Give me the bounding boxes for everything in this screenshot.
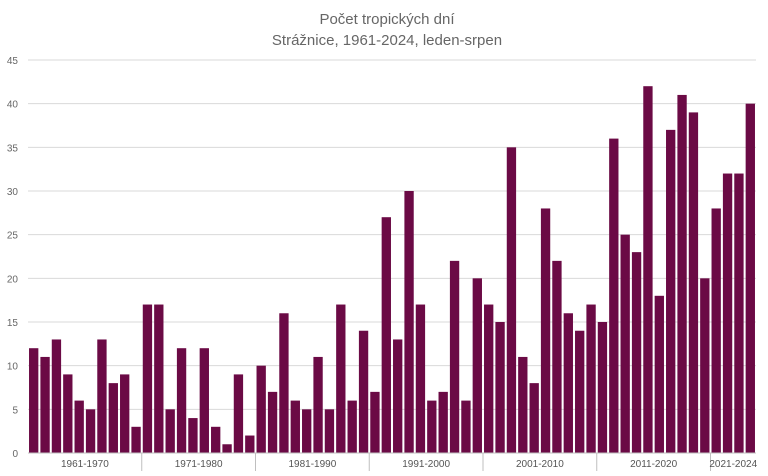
bar-1997 [438,391,448,453]
bar-1990 [358,330,369,453]
bar-1987 [324,409,335,453]
bar-2019 [688,112,699,454]
bar-1988 [336,304,346,453]
bar-1971 [142,304,153,453]
bar-1963 [51,339,62,453]
decade-label-1971-1980: 1971-1980 [175,459,223,470]
bar-2013 [620,234,630,453]
bar-2000 [472,278,482,453]
bar-1998 [449,260,460,453]
bar-1996 [427,400,437,453]
bar-2008 [563,313,573,453]
bar-1992 [381,217,391,453]
y-tick-label-40: 40 [7,100,19,111]
bar-1961 [29,348,39,453]
bar-1984 [290,400,300,453]
bar-1976 [199,348,209,453]
bar-1985 [302,409,312,453]
bar-2004 [518,356,528,453]
bar-2017 [666,129,676,453]
y-tick-label-30: 30 [7,187,19,198]
bar-2024 [745,103,755,454]
bar-1974 [176,348,187,453]
bar-1995 [415,304,426,453]
y-tick-label-20: 20 [7,274,19,285]
decade-label-1981-1990: 1981-1990 [288,459,336,470]
bar-2022 [722,173,733,454]
bar-2011 [597,322,608,453]
bar-1993 [393,339,403,453]
y-tick-label-35: 35 [7,143,19,154]
decade-label-2021-2024: 2021-2024 [709,459,757,470]
y-tick-label-0: 0 [12,449,18,460]
bar-2010 [586,304,596,453]
bar-2007 [552,260,562,453]
y-tick-label-5: 5 [12,405,18,416]
chart-title: Počet tropických dní [319,11,455,28]
bar-2014 [631,252,642,453]
bar-1975 [188,418,198,453]
bar-2018 [677,94,687,453]
bar-2021 [711,208,721,453]
bar-1999 [461,400,471,453]
bar-1968 [108,383,118,453]
decade-label-1961-1970: 1961-1970 [61,459,109,470]
bar-1965 [74,400,84,453]
bar-2016 [654,295,664,453]
decade-label-1991-2000: 1991-2000 [402,459,450,470]
bar-1981 [256,365,266,453]
bar-2020 [700,278,710,453]
y-axis-ticks: 0 5 10 15 20 25 30 35 40 45 [7,56,19,460]
bar-1994 [404,191,414,453]
bar-1989 [347,400,357,453]
chart-subtitle: Strážnice, 1961-2024, leden-srpen [272,32,502,49]
bar-2003 [506,147,517,454]
y-tick-label-15: 15 [7,318,19,329]
bar-1962 [40,356,50,453]
bar-1983 [279,313,289,453]
bar-2023 [734,173,744,454]
bar-1979 [233,374,244,453]
bar-2009 [575,330,585,453]
bar-2012 [609,138,619,453]
y-tick-label-25: 25 [7,231,19,242]
bar-2001 [484,304,494,453]
bar-1972 [154,304,164,453]
decade-label-2011-2020: 2011-2020 [630,459,678,470]
decade-label-2001-2010: 2001-2010 [516,459,564,470]
bar-1964 [63,374,73,453]
y-tick-label-45: 45 [7,56,19,67]
bar-2015 [643,86,653,453]
bars [29,86,755,454]
bar-2006 [540,208,551,453]
decade-axis: 1961-1970 1971-1980 1981-1990 1991-2000 2001… [61,453,758,471]
y-tick-label-10: 10 [7,362,19,373]
bar-1970 [131,426,141,453]
bar-1980 [245,435,255,453]
bar-1991 [370,391,380,453]
bar-1969 [120,374,130,453]
bar-1966 [85,409,96,453]
bar-1986 [313,356,323,453]
bar-1978 [222,444,232,453]
bar-2005 [529,383,539,453]
bar-1982 [267,391,278,453]
bar-1973 [165,409,175,453]
bar-2002 [495,322,505,453]
bar-1977 [211,426,221,453]
bar-1967 [97,339,107,453]
